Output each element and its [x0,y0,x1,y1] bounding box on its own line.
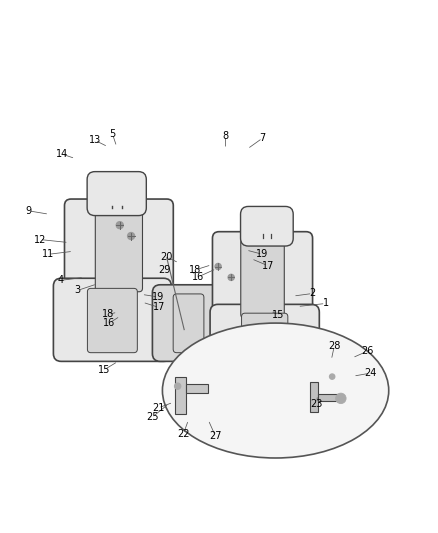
Text: 15: 15 [98,365,110,375]
Text: 15: 15 [272,310,285,320]
Text: 9: 9 [25,206,32,216]
Circle shape [116,222,123,229]
Text: 4: 4 [57,276,63,286]
Text: 14: 14 [56,149,68,159]
Text: 19: 19 [152,292,164,302]
Text: 1: 1 [322,298,328,309]
Circle shape [175,383,181,389]
Text: 12: 12 [33,235,46,245]
FancyBboxPatch shape [242,313,288,370]
Text: 23: 23 [311,399,323,409]
FancyBboxPatch shape [210,304,319,379]
Text: 25: 25 [147,411,159,422]
Text: 26: 26 [361,346,373,357]
Circle shape [127,232,134,239]
Text: 19: 19 [256,249,268,260]
Text: 21: 21 [152,403,164,413]
Text: 16: 16 [192,272,204,282]
Text: 5: 5 [109,129,116,139]
Text: 27: 27 [209,431,222,441]
Text: 17: 17 [153,302,165,312]
Text: 2: 2 [310,288,316,298]
Text: 29: 29 [159,265,171,275]
FancyBboxPatch shape [173,294,204,353]
FancyBboxPatch shape [311,382,318,413]
Circle shape [336,393,346,403]
FancyBboxPatch shape [240,206,293,246]
FancyBboxPatch shape [318,393,342,401]
Ellipse shape [162,323,389,458]
Text: 17: 17 [261,261,274,271]
Text: 8: 8 [223,131,229,141]
FancyBboxPatch shape [241,239,284,318]
FancyBboxPatch shape [212,232,313,325]
Text: 24: 24 [364,368,377,378]
Text: 28: 28 [328,341,340,351]
FancyBboxPatch shape [186,384,208,393]
Text: 13: 13 [89,135,101,146]
Text: 18: 18 [189,265,201,275]
Circle shape [329,374,335,379]
Text: 11: 11 [42,249,54,260]
FancyBboxPatch shape [88,288,138,353]
Text: 18: 18 [102,309,114,319]
FancyBboxPatch shape [87,172,146,215]
Text: 7: 7 [259,133,266,143]
FancyBboxPatch shape [176,377,186,415]
Text: 20: 20 [161,252,173,262]
Circle shape [228,274,234,280]
Text: 16: 16 [103,318,116,328]
FancyBboxPatch shape [64,199,173,299]
FancyBboxPatch shape [95,206,142,292]
FancyBboxPatch shape [53,278,171,361]
Circle shape [215,263,221,270]
FancyBboxPatch shape [152,285,225,361]
Text: 3: 3 [74,286,81,295]
Text: 22: 22 [177,429,190,439]
